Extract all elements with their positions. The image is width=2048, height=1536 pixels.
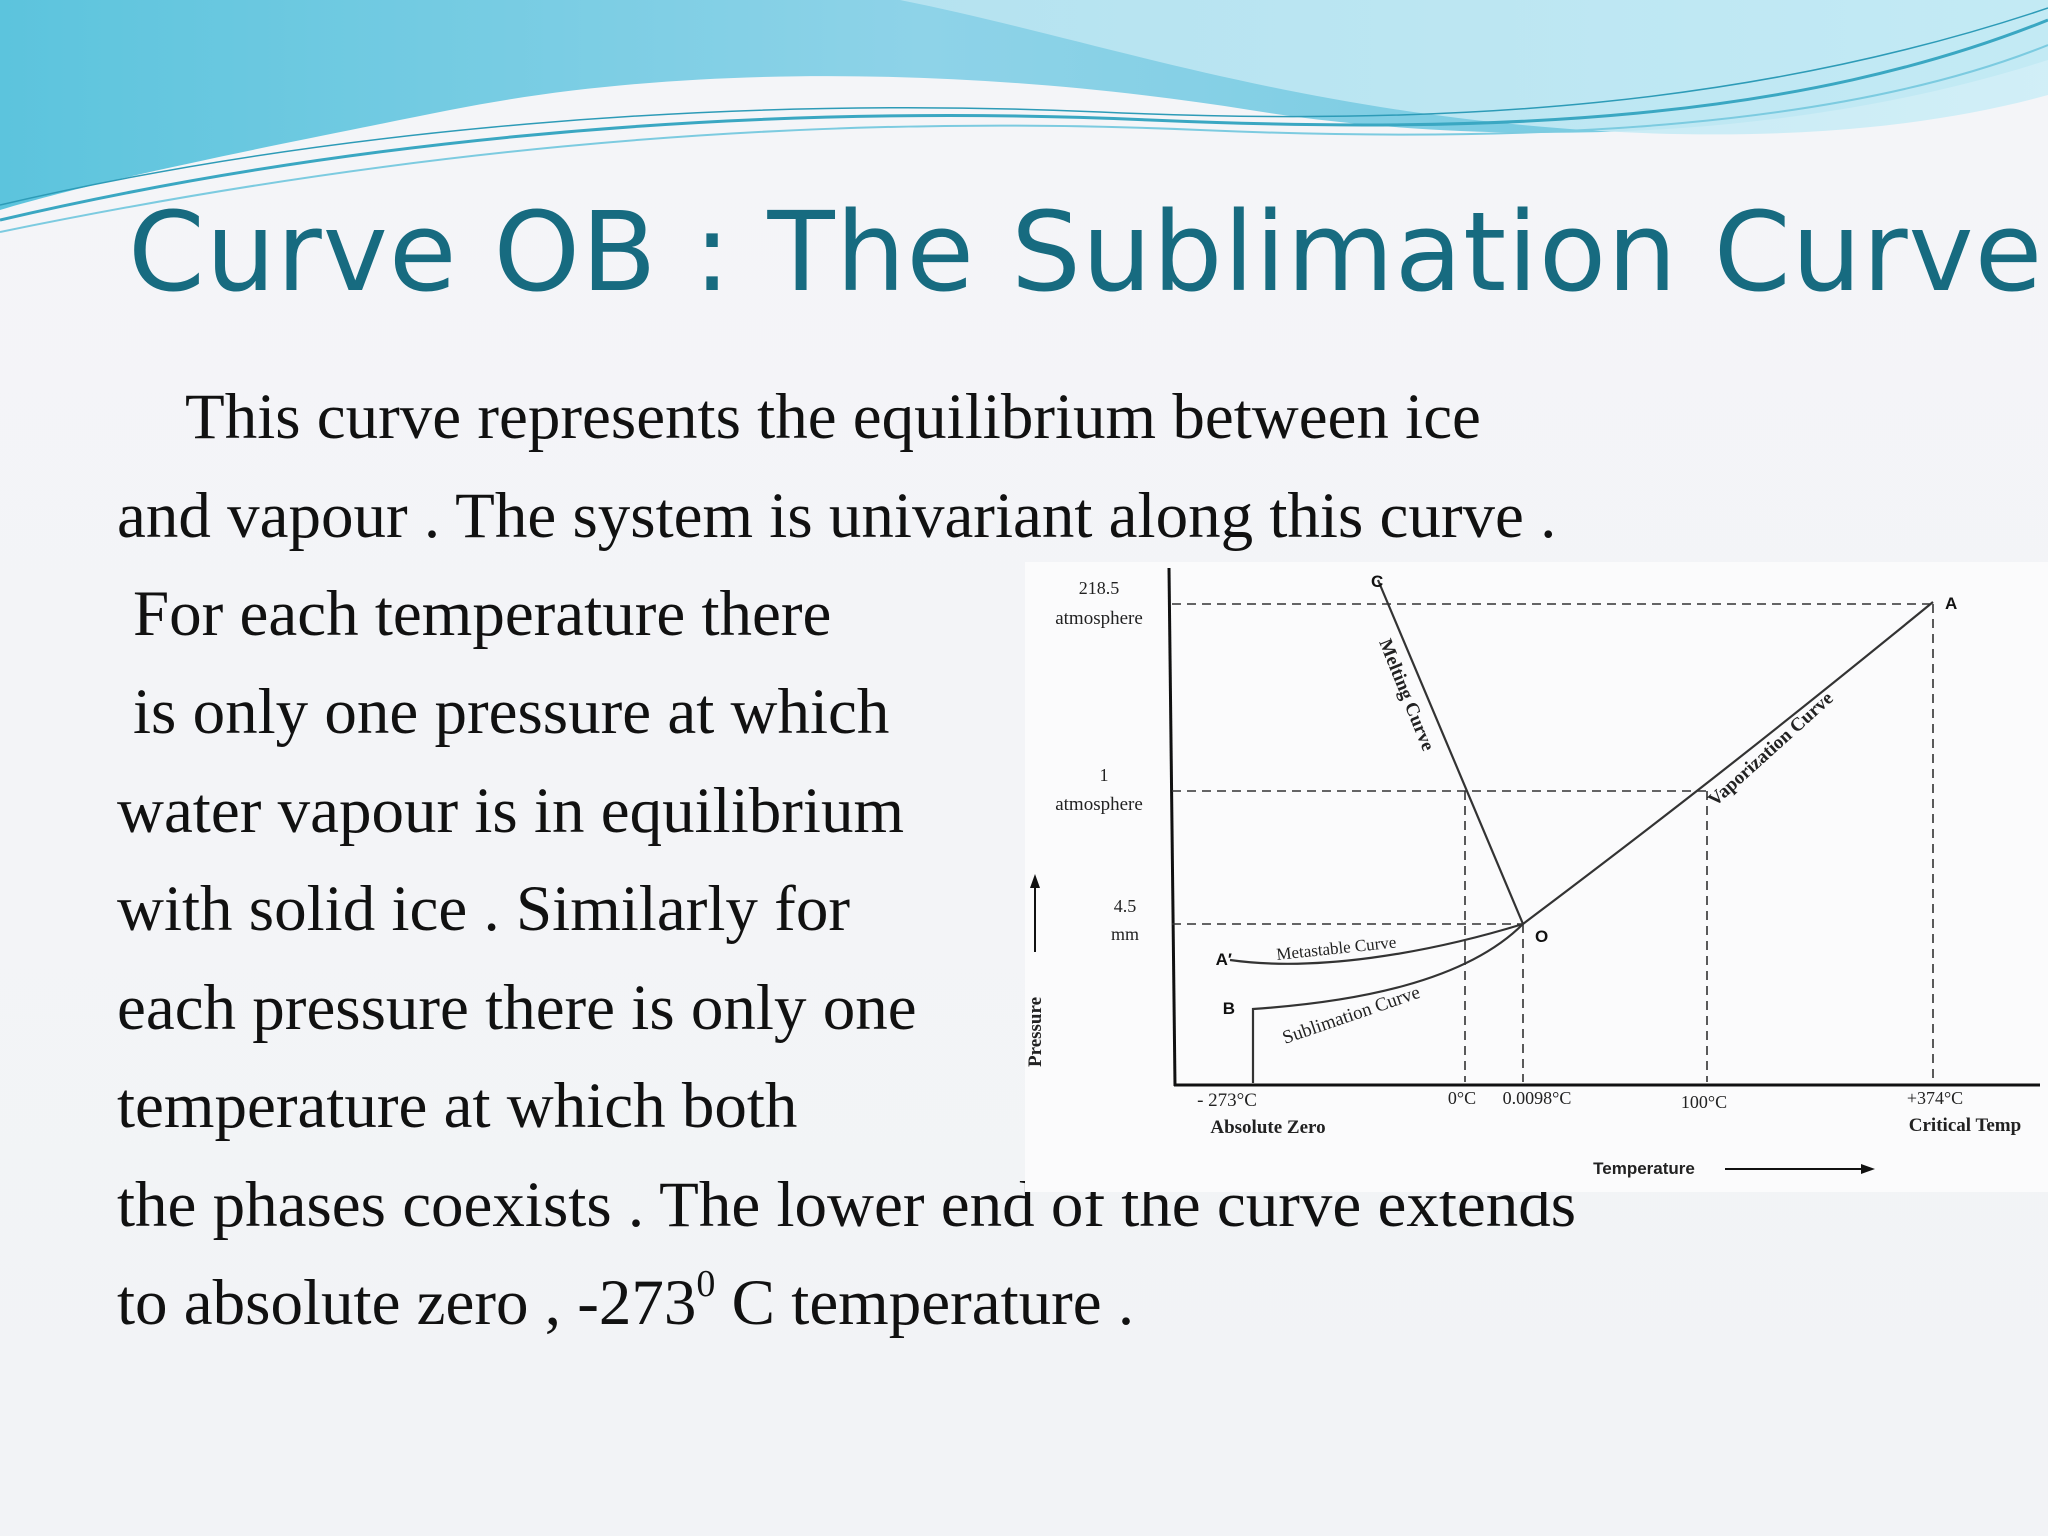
slide-title: Curve OB : The Sublimation Curve xyxy=(128,188,2044,316)
degree-superscript: 0 xyxy=(696,1263,716,1305)
y-label-mm: mm xyxy=(1111,924,1139,944)
paragraph-line: This curve represents the equilibrium be… xyxy=(185,381,1481,453)
point-label-o: O xyxy=(1535,927,1548,946)
x-label-100c: 100°C xyxy=(1681,1092,1727,1112)
y-label-218-5: 218.5 xyxy=(1079,578,1120,598)
phase-diagram-figure: 218.5 atmosphere 1 atmosphere 4.5 mm Pre… xyxy=(1025,562,2048,1192)
sublimation-curve-line xyxy=(1251,923,1524,1083)
y-label-atmosphere-mid: atmosphere xyxy=(1055,794,1143,815)
paragraph-line: with solid ice . Similarly for xyxy=(117,873,850,945)
paragraph-line: temperature at which both xyxy=(117,1070,798,1142)
melting-curve-line xyxy=(1376,579,1525,925)
x-label-minus-273: - 273°C xyxy=(1197,1090,1257,1111)
paragraph-line-last: to absolute zero , -2730 C temperature . xyxy=(117,1265,1134,1336)
melting-curve-label: Melting Curve xyxy=(1374,636,1438,754)
y-axis-line xyxy=(1167,567,1177,1087)
paragraph-line: water vapour is in equilibrium xyxy=(117,775,905,847)
x-label-0-0098c: 0.0098°C xyxy=(1503,1088,1572,1108)
paragraph-line: For each temperature there xyxy=(133,578,832,650)
header-wave-decoration xyxy=(0,0,2048,233)
vaporization-curve-label: Vaporization Curve xyxy=(1704,688,1837,811)
y-axis-title: Pressure xyxy=(1025,997,1046,1067)
y-label-4-5: 4.5 xyxy=(1114,896,1137,916)
x-label-0c: 0°C xyxy=(1448,1088,1476,1108)
y-label-1: 1 xyxy=(1100,765,1109,785)
phase-diagram-svg: 218.5 atmosphere 1 atmosphere 4.5 mm Pre… xyxy=(1025,567,2040,1178)
x-axis-title: Temperature xyxy=(1593,1159,1695,1178)
metastable-curve-line xyxy=(1229,922,1524,965)
x-label-plus-374c: +374°C xyxy=(1907,1088,1963,1108)
last-line-after: C temperature . xyxy=(715,1267,1135,1339)
last-line-before: to absolute zero , -273 xyxy=(117,1267,697,1339)
sublimation-curve-label: Sublimation Curve xyxy=(1280,982,1423,1049)
dashed-guides xyxy=(1172,603,1934,1082)
point-label-a-prime: A′ xyxy=(1216,950,1232,969)
vaporization-curve-line xyxy=(1522,601,1934,925)
point-label-c: C xyxy=(1371,572,1383,591)
y-axis-arrowhead xyxy=(1030,874,1040,888)
x-label-absolute-zero: Absolute Zero xyxy=(1210,1117,1325,1138)
x-label-critical-temp: Critical Temp xyxy=(1909,1115,2021,1136)
paragraph-line: and vapour . The system is univariant al… xyxy=(117,480,1557,552)
paragraph-line: is only one pressure at which xyxy=(133,676,890,748)
point-label-b: B xyxy=(1223,999,1235,1018)
x-axis-arrowhead xyxy=(1861,1164,1875,1174)
paragraph-line: each pressure there is only one xyxy=(117,972,917,1044)
metastable-curve-label: Metastable Curve xyxy=(1275,932,1397,963)
y-label-atmosphere-top: atmosphere xyxy=(1055,608,1143,629)
point-label-a: A xyxy=(1945,594,1957,613)
